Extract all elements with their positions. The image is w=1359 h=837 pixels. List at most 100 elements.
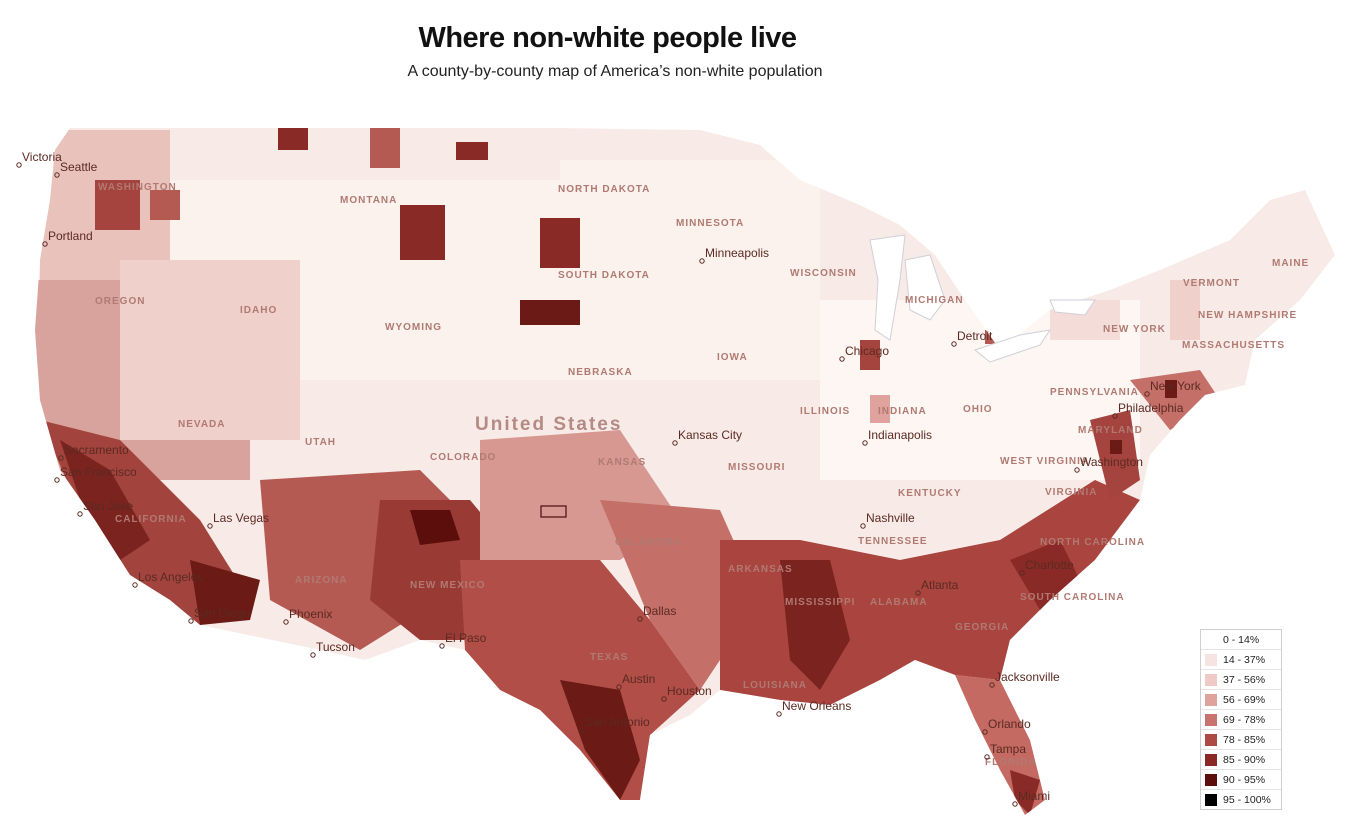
state-label: VERMONT: [1183, 278, 1240, 289]
state-label: NEW MEXICO: [410, 580, 486, 591]
state-label: INDIANA: [878, 406, 927, 417]
legend-label: 85 - 90%: [1223, 753, 1266, 766]
legend-swatch: [1205, 713, 1217, 726]
city-label: San Jose: [83, 499, 133, 513]
city-marker: [42, 241, 48, 247]
city-label: Sacramento: [64, 443, 129, 457]
city-marker: [58, 455, 64, 461]
legend-swatch: [1205, 753, 1217, 766]
city-marker: [989, 682, 995, 688]
legend-item: 90 - 95%: [1201, 770, 1281, 790]
city-label: Seattle: [60, 160, 98, 174]
state-label: TEXAS: [590, 652, 628, 663]
city-marker: [616, 684, 622, 690]
city-marker: [54, 172, 60, 178]
city-marker: [661, 696, 667, 702]
state-label: MISSOURI: [728, 462, 785, 473]
legend-label: 56 - 69%: [1223, 693, 1266, 706]
city-marker: [207, 523, 213, 529]
state-label: MINNESOTA: [676, 218, 744, 229]
legend-label: 37 - 56%: [1223, 673, 1266, 686]
state-label: ARIZONA: [295, 575, 348, 586]
city-label: Phoenix: [289, 607, 332, 621]
city-label: San Francisco: [60, 465, 137, 479]
city-marker: [1074, 467, 1080, 473]
city-marker: [776, 711, 782, 717]
city-marker: [1144, 391, 1150, 397]
city-label: Austin: [622, 672, 655, 686]
city-marker: [982, 729, 988, 735]
state-label: VIRGINIA: [1045, 487, 1097, 498]
state-label: IDAHO: [240, 305, 277, 316]
city-label: Las Vegas: [213, 511, 269, 525]
county-fill-layer: [35, 128, 1335, 815]
city-marker: [54, 477, 60, 483]
state-label: COLORADO: [430, 452, 496, 463]
city-marker: [1012, 801, 1018, 807]
city-marker: [862, 440, 868, 446]
state-label: WISCONSIN: [790, 268, 857, 279]
state-label: KANSAS: [598, 457, 646, 468]
city-label: Los Angeles: [138, 570, 203, 584]
state-label: ILLINOIS: [800, 406, 850, 417]
city-label: Atlanta: [921, 578, 959, 592]
city-label: Indianapolis: [868, 428, 932, 442]
legend-label: 90 - 95%: [1223, 773, 1266, 786]
state-label: FLORIDA: [985, 757, 1036, 768]
legend-item: 69 - 78%: [1201, 710, 1281, 730]
city-label: Dallas: [643, 604, 676, 618]
legend-item: 85 - 90%: [1201, 750, 1281, 770]
map-subtitle: A county-by-county map of America’s non-…: [407, 63, 823, 80]
legend-swatch: [1205, 793, 1217, 806]
city-marker: [984, 754, 990, 760]
state-label: MARYLAND: [1078, 425, 1143, 436]
state-label: WEST VIRGINIA: [1000, 456, 1089, 467]
legend-item: 78 - 85%: [1201, 730, 1281, 750]
city-label: San Antonio: [585, 715, 650, 729]
state-label: NEVADA: [178, 419, 225, 430]
city-label: Houston: [667, 684, 712, 698]
legend: 0 - 14% 14 - 37% 37 - 56% 56 - 69% 69 - 78% 7…: [1200, 629, 1282, 810]
state-label: MASSACHUSETTS: [1182, 340, 1285, 351]
city-marker: [283, 619, 289, 625]
legend-item: 56 - 69%: [1201, 690, 1281, 710]
state-label: WYOMING: [385, 322, 442, 333]
city-marker: [637, 616, 643, 622]
legend-item: 95 - 100%: [1201, 790, 1281, 809]
legend-label: 69 - 78%: [1223, 713, 1266, 726]
legend-item: 0 - 14%: [1201, 630, 1281, 650]
city-label: Portland: [48, 229, 93, 243]
legend-swatch: [1205, 673, 1217, 686]
legend-label: 95 - 100%: [1223, 793, 1271, 806]
city-marker: [1112, 413, 1118, 419]
state-label: MAINE: [1272, 258, 1309, 269]
state-label: KENTUCKY: [898, 488, 962, 499]
legend-item: 37 - 56%: [1201, 670, 1281, 690]
city-label: Victoria: [22, 150, 62, 164]
city-marker: [16, 162, 22, 168]
great-lakes: [869, 234, 1096, 363]
city-label: Tampa: [990, 742, 1026, 756]
highlighted-county[interactable]: [540, 505, 567, 518]
country-label: United States: [475, 414, 622, 435]
city-marker: [672, 440, 678, 446]
legend-item: 14 - 37%: [1201, 650, 1281, 670]
city-label: Chicago: [845, 344, 889, 358]
city-label: New York: [1150, 379, 1202, 393]
city-marker: [860, 523, 866, 529]
state-label: NEBRASKA: [568, 367, 633, 378]
state-label: CALIFORNIA: [115, 514, 187, 525]
state-label: SOUTH DAKOTA: [558, 270, 650, 281]
state-label: OREGON: [95, 296, 145, 307]
city-marker: [699, 258, 705, 264]
city-marker: [77, 511, 83, 517]
city-label: Tucson: [316, 640, 355, 654]
state-label: LOUISIANA: [743, 680, 807, 691]
state-labels: WASHINGTON OREGON CALIFORNIA NEVADA IDAHO MON…: [95, 182, 1309, 768]
state-label: ARKANSAS: [728, 564, 793, 575]
city-label: El Paso: [445, 631, 487, 645]
city-marker: [188, 618, 194, 624]
city-label: Washington: [1080, 455, 1143, 469]
